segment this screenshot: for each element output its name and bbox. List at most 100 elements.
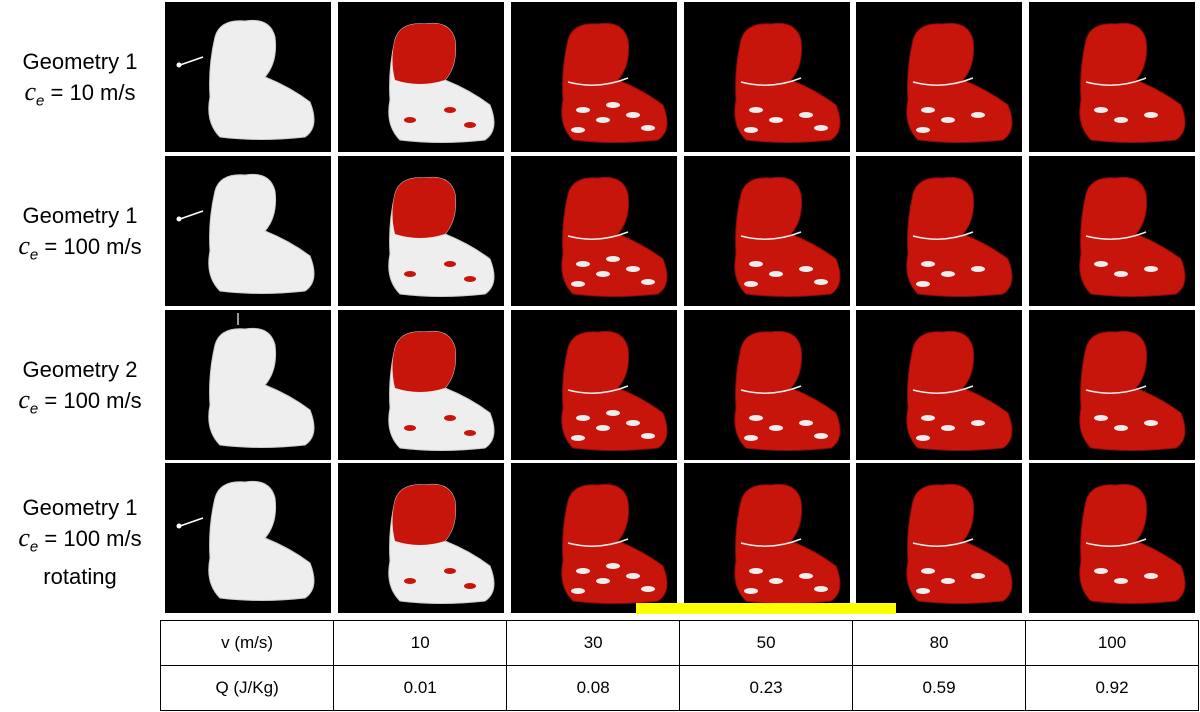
panel [338, 463, 504, 613]
white-speck [576, 568, 590, 574]
table-cell: 0.59 [852, 665, 1027, 711]
panel [165, 310, 331, 460]
white-speck [626, 573, 640, 579]
panel [338, 2, 504, 152]
row-title: Geometry 1 [22, 203, 138, 228]
nucleus [906, 483, 1013, 604]
neck-line [1085, 77, 1147, 86]
row-title: Geometry 1 [22, 49, 138, 74]
white-speck [571, 127, 585, 133]
panel [684, 2, 850, 152]
coverage-spot [464, 276, 476, 282]
panel [165, 463, 331, 613]
white-speck [769, 578, 783, 584]
white-speck [769, 117, 783, 123]
subscript: e [29, 246, 39, 264]
row-title: Geometry 1 [22, 495, 138, 520]
neck-line [740, 77, 802, 86]
coverage-spot [404, 117, 416, 123]
nucleus [208, 313, 315, 448]
table-cell: 50 [679, 620, 854, 666]
white-speck [941, 117, 955, 123]
white-speck [941, 578, 955, 584]
panel [1029, 156, 1195, 306]
panel [511, 463, 677, 613]
panel [165, 156, 331, 306]
white-speck [749, 107, 763, 113]
subscript: e [29, 538, 39, 556]
neck-line [740, 385, 802, 394]
white-speck [921, 107, 935, 113]
nucleus [1079, 176, 1186, 297]
row-label: Geometry 2 ce = 100 m/s [0, 355, 160, 424]
panel [338, 310, 504, 460]
white-speck [576, 415, 590, 421]
nucleus [906, 330, 1013, 451]
white-speck [596, 425, 610, 431]
white-speck [1114, 425, 1128, 431]
white-speck [916, 127, 930, 133]
table-cell: 0.01 [333, 665, 508, 711]
panel-grid [165, 2, 1195, 613]
panel [511, 2, 677, 152]
coverage-spot [444, 107, 456, 113]
table-row: Q (J/Kg) 0.01 0.08 0.23 0.59 0.92 [159, 665, 1199, 711]
white-speck [769, 271, 783, 277]
white-speck [1144, 420, 1158, 426]
white-speck [971, 112, 985, 118]
neck-line [740, 231, 802, 240]
neck-line [567, 231, 629, 240]
white-speck [571, 588, 585, 594]
nucleus [906, 22, 1013, 144]
impact-source [176, 62, 182, 68]
panel [856, 156, 1022, 306]
panel [511, 310, 677, 460]
impact-arrow [179, 56, 204, 66]
coverage-spot [404, 425, 416, 431]
symbol: c [24, 77, 37, 106]
nucleus [561, 330, 668, 451]
panel [1029, 310, 1195, 460]
white-speck [641, 279, 655, 285]
panel [684, 463, 850, 613]
white-speck [1144, 573, 1158, 579]
white-speck [641, 433, 655, 439]
coverage-red [392, 331, 456, 392]
coverage-spot [444, 415, 456, 421]
panel [165, 2, 331, 152]
neck-line [1085, 385, 1147, 394]
panel [856, 2, 1022, 152]
nucleus [906, 176, 1013, 297]
white-speck [606, 563, 620, 569]
nucleus [176, 480, 315, 601]
white-speck [769, 425, 783, 431]
nucleus [388, 483, 495, 604]
row-condition: ce = 100 m/s [0, 385, 160, 424]
white-speck [606, 410, 620, 416]
panel [1029, 463, 1195, 613]
white-speck [971, 573, 985, 579]
nucleus [734, 176, 841, 297]
white-speck [744, 127, 758, 133]
symbol: c [18, 231, 30, 260]
white-speck [916, 435, 930, 441]
white-speck [571, 281, 585, 287]
white-speck [641, 586, 655, 592]
row-condition: ce = 100 m/s [0, 523, 160, 562]
row-note: rotating [43, 564, 117, 590]
white-speck [596, 578, 610, 584]
neck-line [567, 538, 629, 547]
coverage-red [392, 177, 456, 238]
white-speck [814, 279, 828, 285]
white-speck [941, 425, 955, 431]
white-speck [1094, 261, 1108, 267]
symbol: c [18, 523, 30, 552]
coverage-spot [404, 578, 416, 584]
white-speck [921, 261, 935, 267]
white-speck [1144, 266, 1158, 272]
table-cell: Q (J/Kg) [159, 665, 335, 711]
nucleus [1079, 483, 1186, 604]
row-label: Geometry 1 ce = 100 m/s [0, 201, 160, 270]
white-speck [971, 420, 985, 426]
